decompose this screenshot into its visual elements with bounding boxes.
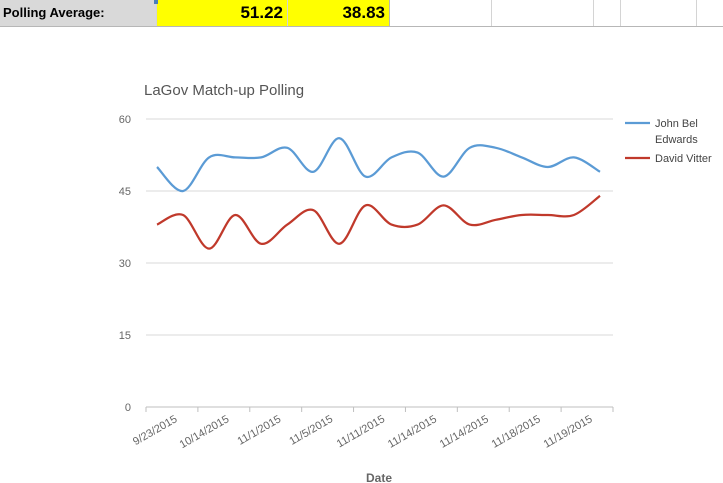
- x-tick-label: 11/18/2015: [490, 413, 543, 451]
- x-tick-label: 11/5/2015: [287, 413, 335, 447]
- edwards-average-cell[interactable]: 51.22: [157, 0, 288, 26]
- y-tick-label: 60: [119, 114, 131, 126]
- vitter-average-cell[interactable]: 38.83: [288, 0, 390, 26]
- x-axis-label: Date: [366, 471, 392, 483]
- x-tick-label: 11/1/2015: [236, 413, 284, 447]
- series-line-david-vitter[interactable]: [156, 194, 601, 250]
- y-tick-label: 15: [119, 330, 131, 342]
- empty-cell[interactable]: [594, 0, 621, 26]
- polling-average-label-cell[interactable]: Polling Average:: [0, 0, 157, 26]
- x-tick-label: 11/11/2015: [335, 413, 387, 450]
- legend-entry-label: David Vitter: [655, 153, 712, 165]
- empty-cell[interactable]: [390, 0, 492, 26]
- x-tick-label: 9/23/2015: [131, 413, 179, 448]
- legend-entry-label: John Bel Edwards: [655, 118, 698, 146]
- chart-title: LaGov Match-up Polling: [144, 82, 304, 99]
- y-tick-label: 45: [119, 186, 131, 198]
- x-tick-label: 11/14/2015: [438, 413, 491, 451]
- gridlines: [146, 118, 613, 408]
- x-tick-label: 11/14/2015: [386, 413, 439, 451]
- selection-handle[interactable]: [154, 0, 158, 4]
- line-chart[interactable]: LaGov Match-up Polling 0 15 30 45 60 9/23/20…: [0, 27, 723, 483]
- y-tick-label: 30: [119, 258, 131, 270]
- series-lines: [156, 137, 601, 250]
- x-tick-label: 10/14/2015: [178, 413, 232, 451]
- y-axis-ticks: 0 15 30 45 60: [119, 114, 131, 414]
- spreadsheet-row: Polling Average: 51.22 38.83: [0, 0, 723, 27]
- series-line-john-bel-edwards[interactable]: [156, 137, 601, 193]
- x-tick-label: 11/19/2015: [542, 413, 595, 451]
- y-tick-label: 0: [125, 402, 131, 414]
- empty-cell[interactable]: [697, 0, 723, 26]
- empty-cell[interactable]: [621, 0, 697, 26]
- empty-cell[interactable]: [492, 0, 594, 26]
- legend[interactable]: John Bel Edwards David Vitter: [625, 118, 712, 165]
